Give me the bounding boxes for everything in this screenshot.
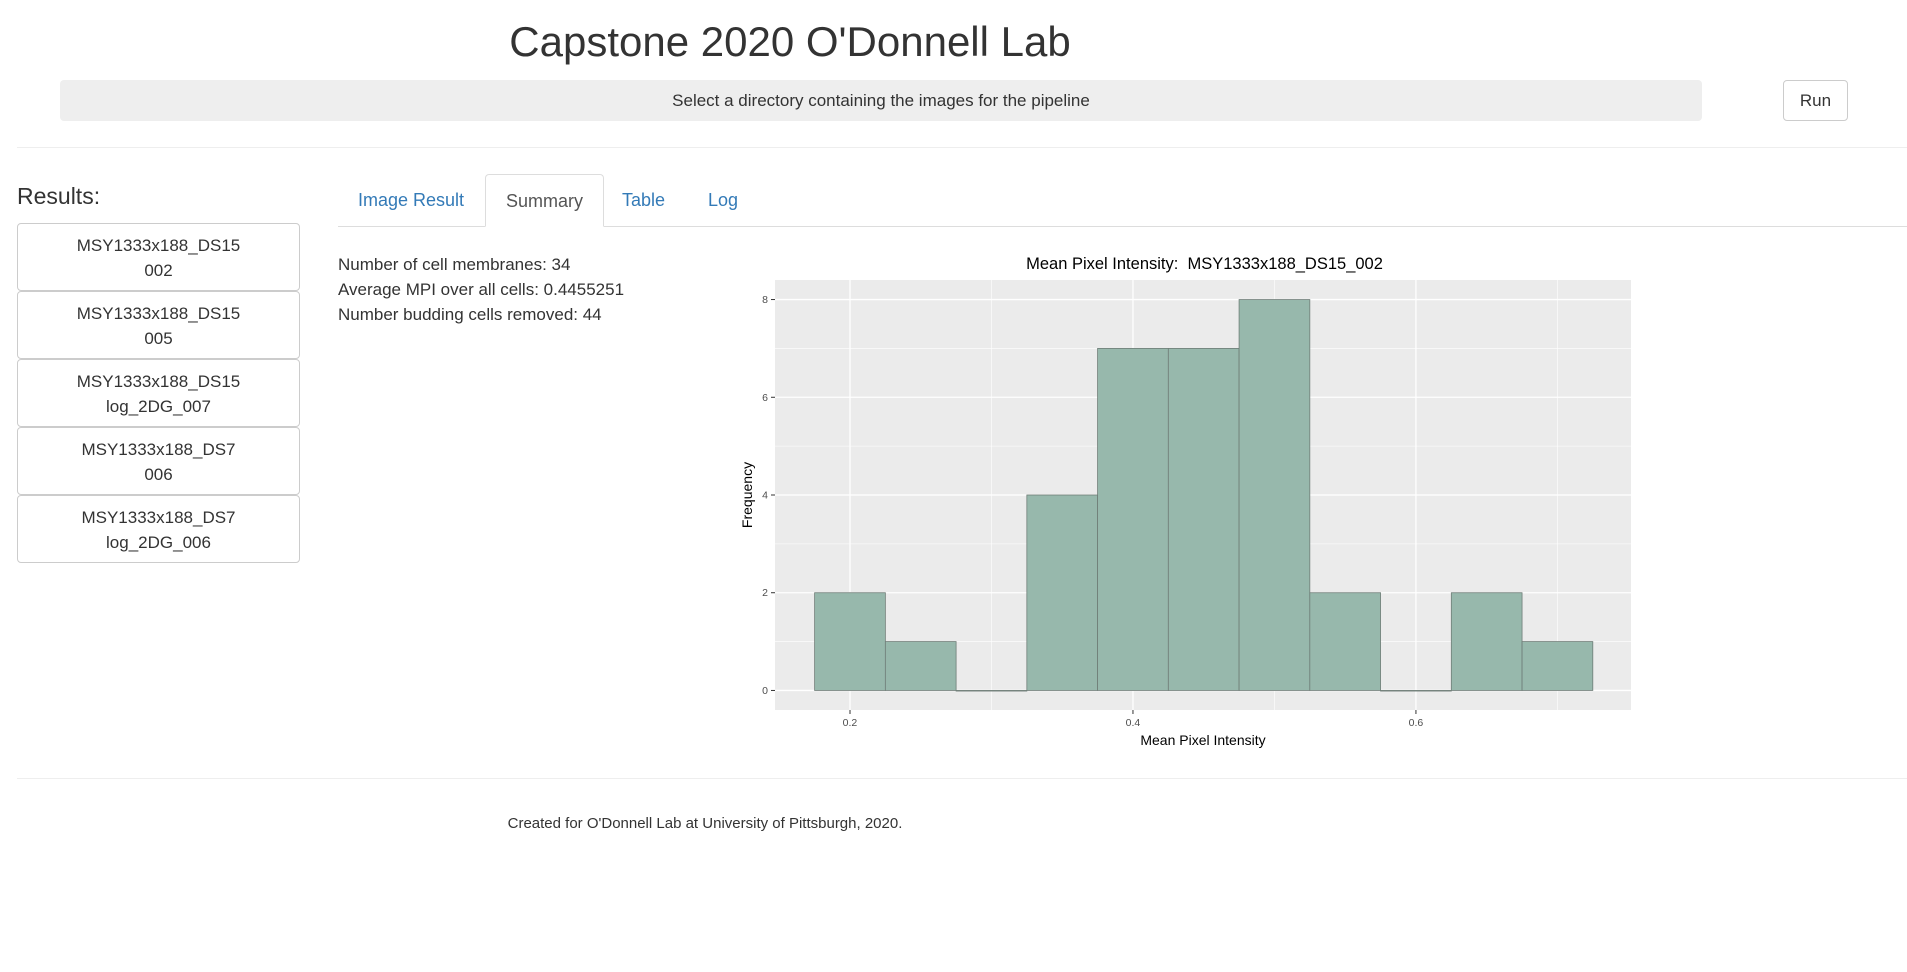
histogram-bar	[1521, 641, 1594, 691]
histogram-bar	[1026, 494, 1098, 691]
histogram-bar	[1097, 348, 1169, 691]
result-item-ds15-005[interactable]: MSY1333x188_DS15 005	[17, 291, 300, 359]
tab-image-result[interactable]: Image Result	[358, 190, 465, 210]
average-mpi: Average MPI over all cells: 0.4455251	[338, 280, 625, 299]
result-item-ds7-006[interactable]: MSY1333x188_DS7 006	[17, 427, 300, 495]
header-divider	[17, 147, 1907, 148]
histogram-bar	[814, 592, 886, 691]
x-tick-label: 0.2	[843, 717, 858, 729]
x-tick-label: 0.6	[1409, 717, 1424, 729]
tab-log[interactable]: Log	[708, 190, 739, 210]
x-axis-title: Mean Pixel Intensity	[1140, 732, 1265, 748]
directory-select-button[interactable]: Select a directory containing the images…	[60, 80, 1702, 121]
results-list: MSY1333x188_DS15 002 MSY1333x188_DS15 00…	[17, 223, 300, 563]
result-item-name: MSY1333x188_DS7	[81, 440, 236, 459]
result-item-suffix: log_2DG_006	[106, 533, 211, 552]
y-tick-label: 2	[762, 587, 768, 599]
result-item-suffix: 002	[144, 261, 173, 280]
footer-credit: Created for O'Donnell Lab at University …	[507, 815, 903, 832]
histogram-bars	[814, 299, 1594, 692]
budding-cells-removed: Number budding cells removed: 44	[338, 305, 602, 324]
summary-stats: Number of cell membranes: 34 Average MPI…	[338, 252, 624, 327]
result-item-suffix: 005	[144, 329, 173, 348]
result-item-name: MSY1333x188_DS15	[76, 236, 241, 255]
histogram-bar	[1450, 592, 1523, 691]
histogram-bar	[884, 641, 957, 691]
histogram-bar	[955, 690, 1028, 692]
result-item-name: MSY1333x188_DS15	[76, 372, 241, 391]
cell-membrane-count: Number of cell membranes: 34	[338, 255, 571, 274]
histogram-bar	[1238, 299, 1311, 691]
y-tick-label: 6	[762, 392, 768, 404]
run-button[interactable]: Run	[1783, 80, 1848, 121]
result-item-suffix: log_2DG_007	[106, 397, 211, 416]
tab-summary[interactable]: Summary	[485, 174, 605, 227]
app-title: Capstone 2020 O'Donnell Lab	[509, 18, 1071, 65]
y-tick-label: 8	[762, 294, 768, 306]
result-item-suffix: 006	[144, 465, 173, 484]
mpi-histogram: 0.2 0.4 0.6 0 2 4 6 8 Mean Pixel Intensity Freq…	[739, 280, 1631, 748]
result-item-ds15-log-2dg-007[interactable]: MSY1333x188_DS15 log_2DG_007	[17, 359, 300, 427]
result-item-name: MSY1333x188_DS15	[76, 304, 241, 323]
result-tabs: Image Result Summary Table Log	[338, 174, 1907, 227]
y-tick-label: 4	[762, 490, 768, 502]
histogram-bar	[1167, 348, 1240, 691]
result-item-name: MSY1333x188_DS7	[81, 508, 236, 527]
result-item-ds7-log-2dg-006[interactable]: MSY1333x188_DS7 log_2DG_006	[17, 495, 300, 563]
y-axis-title: Frequency	[739, 462, 755, 528]
y-tick-label: 0	[762, 685, 768, 697]
tab-table[interactable]: Table	[622, 190, 666, 210]
result-item-ds15-002[interactable]: MSY1333x188_DS15 002	[17, 223, 300, 291]
results-heading: Results:	[17, 183, 101, 209]
x-tick-label: 0.4	[1126, 717, 1141, 729]
chart-title: Mean Pixel Intensity: MSY1333x188_DS15_0…	[1026, 255, 1383, 273]
axes: 0.2 0.4 0.6 0 2 4 6 8	[762, 294, 1423, 729]
histogram-bar	[1380, 690, 1452, 692]
histogram-bar	[1309, 592, 1381, 691]
footer-divider	[17, 778, 1907, 779]
